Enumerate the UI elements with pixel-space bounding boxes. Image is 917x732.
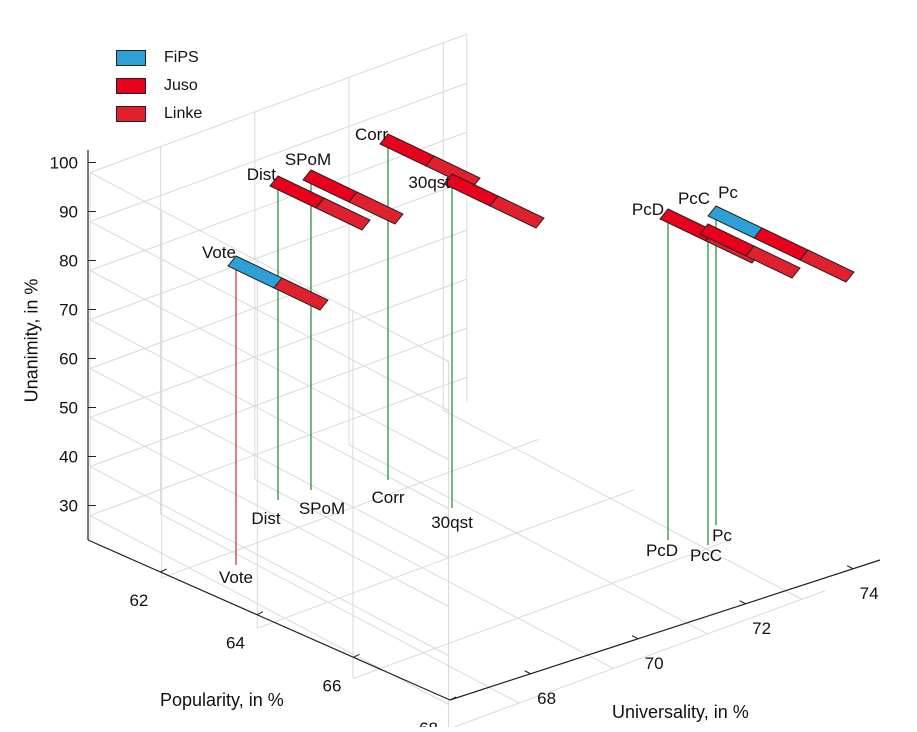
bar-segment-spom-linke [348, 191, 404, 225]
point-label-top-corr: Corr [355, 125, 388, 144]
y-tick-label: 62 [129, 591, 148, 610]
grid-line [89, 319, 449, 509]
label-layer: Vote Vote Dist Dist SPoM SPoM Corr Corr 30qst 30q… [202, 125, 738, 587]
grid-line [89, 33, 467, 173]
x-axis-title: Universality, in % [612, 702, 749, 722]
y-tick-label: 64 [226, 634, 245, 653]
grid-line [89, 270, 449, 460]
bar-layer [227, 133, 855, 311]
z-tick-label: 80 [59, 252, 78, 271]
point-label-bottom-pcc: PcC [690, 546, 722, 565]
point-label-top-pcc: PcC [678, 189, 710, 208]
x-tick [631, 635, 639, 640]
legend-label-linke: Linke [164, 105, 203, 122]
point-label-bottom-corr: Corr [371, 488, 404, 507]
grid-line [348, 444, 708, 635]
y-tick [256, 611, 264, 616]
x-tick [524, 670, 531, 675]
grid-line [89, 417, 449, 607]
point-label-bottom-pcd: PcD [646, 541, 678, 560]
legend-item-fips: FiPS [116, 44, 246, 72]
grid-line [89, 172, 449, 362]
stem-layer [235, 140, 717, 565]
legend-item-juso: Juso [116, 72, 246, 100]
point-label-bottom-30qst: 30qst [431, 513, 473, 532]
point-label-top-30qst: 30qst [408, 173, 450, 192]
y-tick-label: 68 [419, 719, 438, 727]
grid-line [254, 479, 614, 669]
grid-line [352, 539, 730, 680]
point-label-bottom-dist: Dist [251, 509, 281, 528]
grid-line [443, 409, 802, 600]
y-axis-line [87, 539, 451, 701]
legend: FiPS Juso Linke [116, 44, 246, 128]
x-tick [846, 565, 854, 570]
bar-segment-30qst-linke [489, 195, 545, 229]
point-label-bottom-pc: Pc [712, 526, 732, 545]
y-axis-title: Popularity, in % [160, 690, 284, 710]
x-tick-label: 70 [645, 654, 664, 673]
bar-segment-vote-linke [273, 277, 329, 311]
legend-swatch-linke [116, 106, 146, 122]
point-label-top-pc: Pc [718, 183, 738, 202]
point-label-top-pcd: PcD [632, 200, 664, 219]
grid-line [89, 82, 467, 222]
x-tick-label: 72 [752, 619, 771, 638]
legend-item-linke: Linke [116, 100, 246, 128]
grid-line [257, 489, 635, 629]
point-label-top-vote: Vote [202, 243, 236, 262]
z-tick-label: 50 [59, 399, 78, 418]
point-label-bottom-spom: SPoM [299, 499, 345, 518]
y-tick [449, 696, 457, 701]
bar-segment-pc-linke [799, 249, 855, 283]
y-tick-label: 66 [323, 676, 342, 695]
z-tick-label: 100 [50, 154, 78, 173]
x-tick [739, 600, 746, 605]
grid-line [160, 513, 520, 704]
axis-layer: 30 40 50 60 70 80 90 100 62 64 66 68 68 70 72 74 [50, 150, 881, 732]
grid-line [89, 221, 449, 411]
z-tick-label: 30 [59, 497, 78, 516]
y-tick [160, 568, 167, 573]
grid-line [161, 438, 539, 579]
z-tick-label: 90 [59, 203, 78, 222]
legend-swatch-juso [116, 78, 146, 94]
point-label-top-dist: Dist [247, 165, 277, 184]
x-tick-label: 68 [537, 689, 556, 708]
z-tick-label: 60 [59, 350, 78, 369]
z-tick-label: 40 [59, 448, 78, 467]
point-label-bottom-vote: Vote [219, 568, 253, 587]
legend-swatch-fips [116, 50, 146, 66]
legend-label-fips: FiPS [164, 49, 199, 66]
z-tick-label: 70 [59, 301, 78, 320]
y-tick [353, 653, 360, 658]
bar-segment-dist-linke [315, 197, 371, 231]
point-label-top-spom: SPoM [285, 150, 331, 169]
grid-line [89, 368, 449, 558]
grid-line [89, 466, 449, 656]
grid-layer [89, 33, 826, 730]
legend-label-juso: Juso [164, 77, 198, 94]
x-axis-line [449, 559, 881, 701]
x-tick-label: 74 [860, 584, 879, 603]
bar-segment-pcc-linke [745, 245, 801, 279]
grid-line [448, 590, 826, 730]
z-axis-title: Unanimity, in % [21, 278, 42, 403]
